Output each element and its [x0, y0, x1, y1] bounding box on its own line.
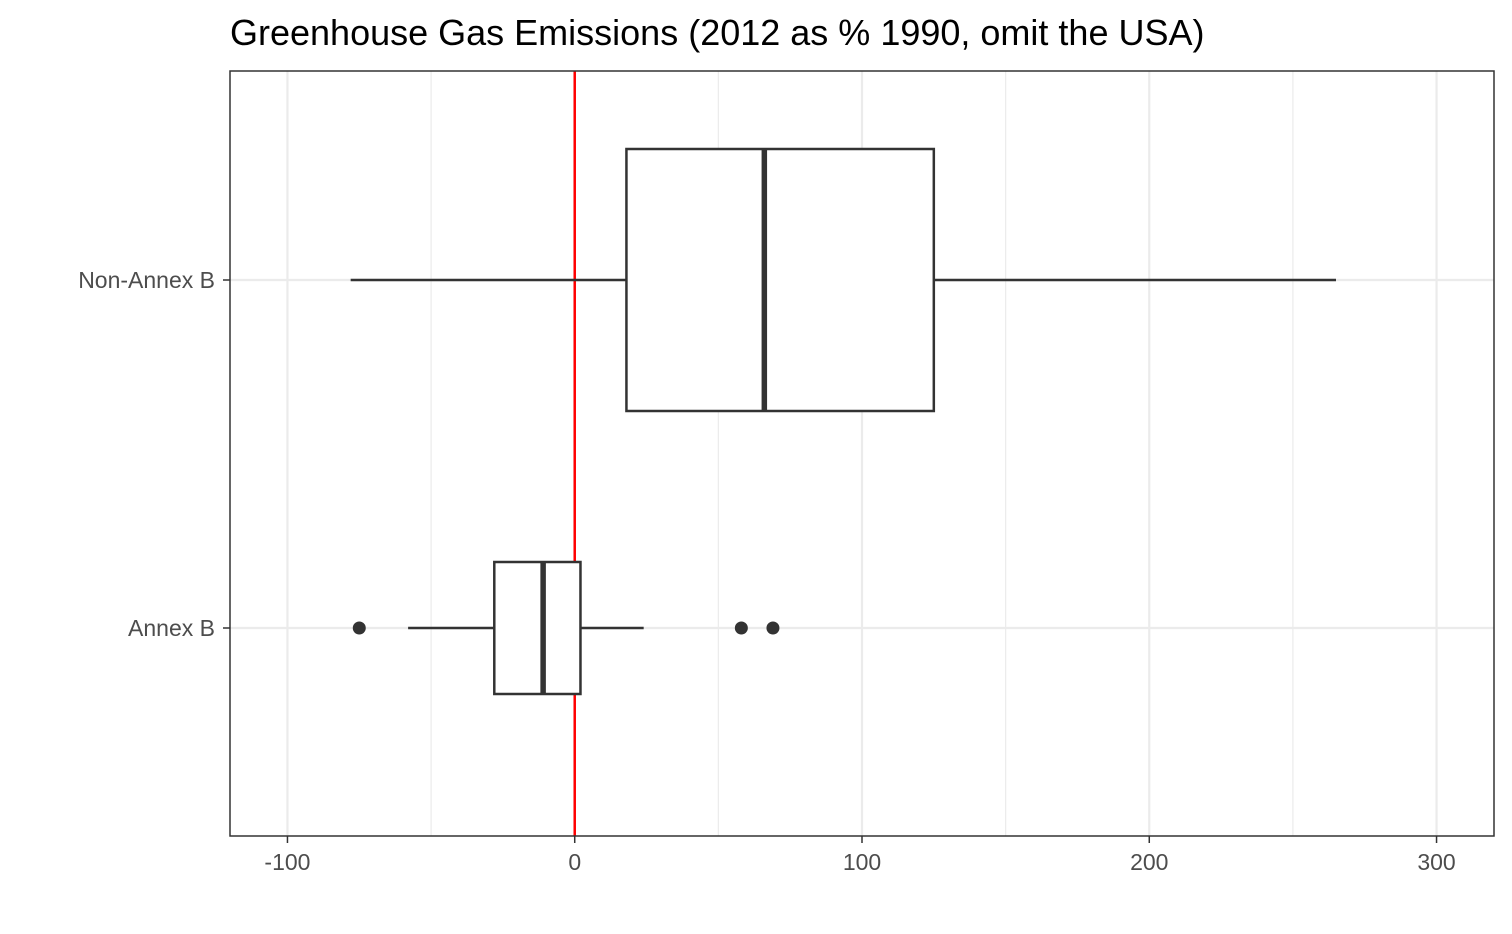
- box-iqr: [625, 147, 936, 413]
- x-axis: -100 0 100 200 300: [264, 836, 1456, 875]
- x-tick-label: 300: [1417, 849, 1455, 875]
- x-tick-label: 200: [1130, 849, 1168, 875]
- chart-title: Greenhouse Gas Emissions (2012 as % 1990…: [230, 12, 1204, 53]
- box-annex-b: [352, 560, 780, 696]
- x-tick-label: 100: [843, 849, 881, 875]
- box-non-annex-b: [350, 147, 1336, 413]
- outlier-point: [734, 621, 748, 635]
- outlier-point: [766, 621, 780, 635]
- y-tick-label: Annex B: [128, 615, 215, 641]
- y-tick-label: Non-Annex B: [78, 267, 215, 293]
- boxes-group: [350, 147, 1336, 696]
- x-tick-label: -100: [264, 849, 310, 875]
- outlier-point: [352, 621, 366, 635]
- x-tick-label: 0: [568, 849, 581, 875]
- box-iqr: [493, 560, 582, 696]
- y-axis: Non-Annex B Annex B: [78, 267, 230, 641]
